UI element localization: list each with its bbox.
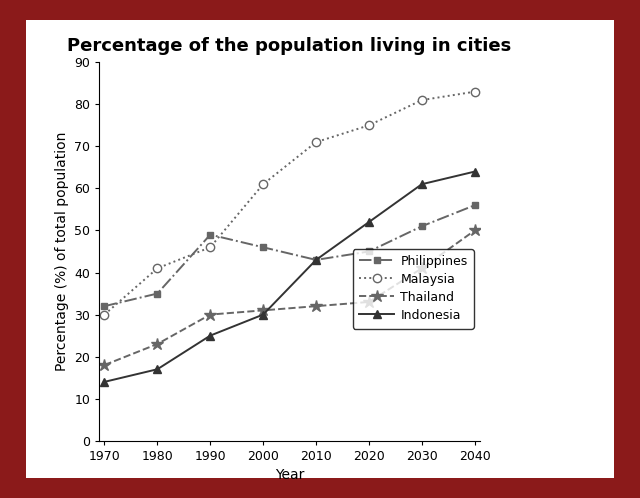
Philippines xyxy=(471,202,479,208)
Philippines xyxy=(154,290,161,296)
Indonesia xyxy=(154,366,161,372)
Indonesia xyxy=(100,379,108,385)
Thailand xyxy=(365,299,372,305)
Malaysia xyxy=(100,312,108,318)
Thailand xyxy=(471,228,479,234)
Line: Malaysia: Malaysia xyxy=(100,88,479,319)
Philippines xyxy=(259,245,267,250)
Indonesia xyxy=(471,169,479,175)
Line: Philippines: Philippines xyxy=(101,202,478,310)
Philippines xyxy=(418,223,426,229)
Malaysia xyxy=(207,245,214,250)
Title: Percentage of the population living in cities: Percentage of the population living in c… xyxy=(67,37,512,55)
Y-axis label: Percentage (%) of total population: Percentage (%) of total population xyxy=(54,132,68,371)
Philippines xyxy=(100,303,108,309)
Legend: Philippines, Malaysia, Thailand, Indonesia: Philippines, Malaysia, Thailand, Indones… xyxy=(353,249,474,329)
Indonesia xyxy=(259,312,267,318)
Malaysia xyxy=(365,123,372,128)
Malaysia xyxy=(418,97,426,103)
Thailand xyxy=(418,265,426,271)
Thailand xyxy=(207,312,214,318)
Line: Indonesia: Indonesia xyxy=(100,167,479,386)
Malaysia xyxy=(154,265,161,271)
Malaysia xyxy=(471,89,479,95)
Philippines xyxy=(207,232,214,238)
Thailand xyxy=(312,303,320,309)
Philippines xyxy=(312,257,320,263)
X-axis label: Year: Year xyxy=(275,468,304,483)
Indonesia xyxy=(365,219,372,225)
Indonesia xyxy=(207,333,214,339)
Thailand xyxy=(100,362,108,368)
Thailand xyxy=(259,307,267,313)
Line: Thailand: Thailand xyxy=(98,224,481,372)
Philippines xyxy=(365,249,372,254)
Indonesia xyxy=(312,257,320,263)
Thailand xyxy=(154,341,161,347)
Malaysia xyxy=(259,181,267,187)
Malaysia xyxy=(312,139,320,145)
Indonesia xyxy=(418,181,426,187)
